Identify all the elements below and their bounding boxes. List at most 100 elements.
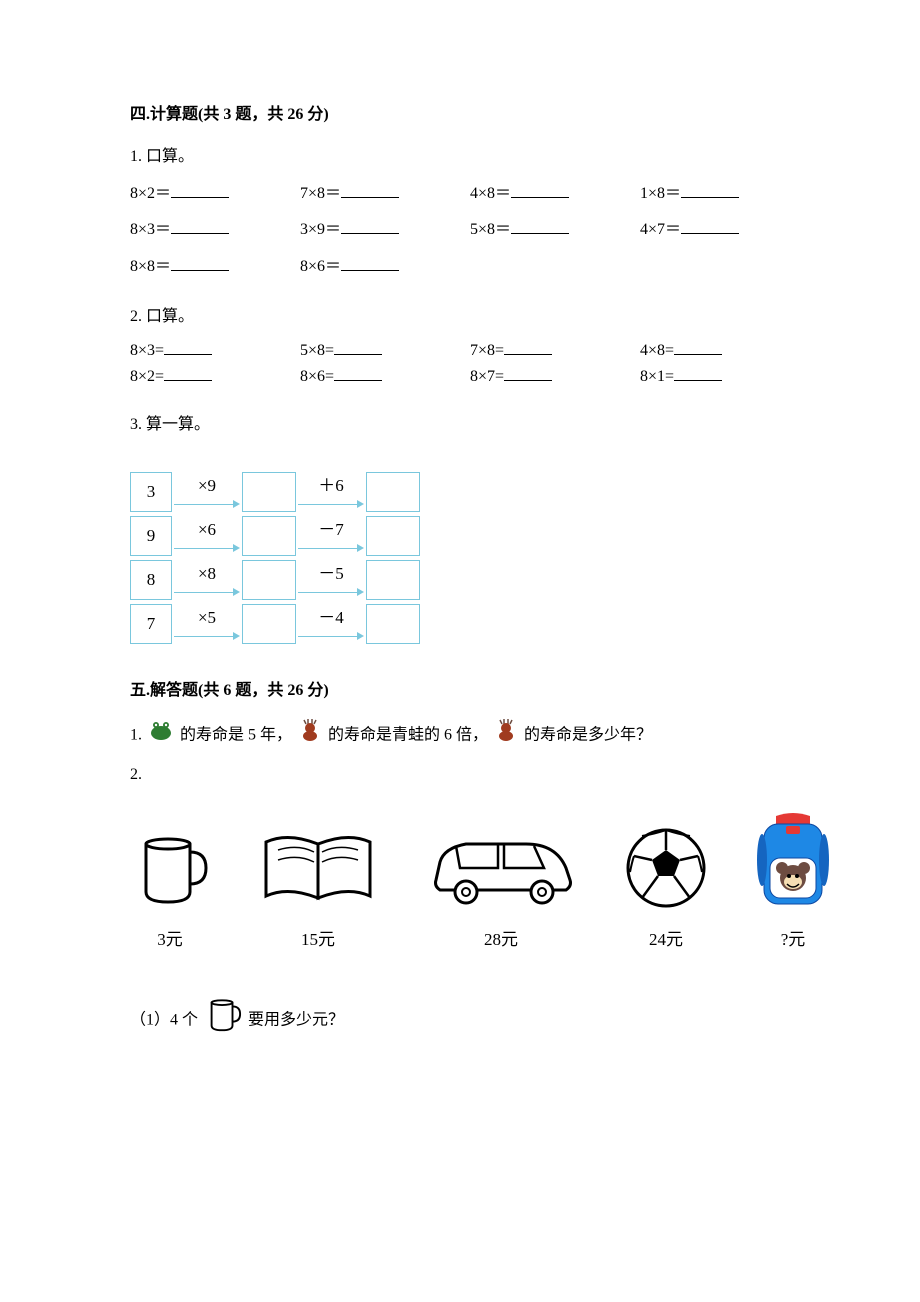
blank [511, 181, 569, 198]
blank [674, 338, 722, 355]
q2-row1: 8×3= 5×8= 7×8= 4×8= [130, 338, 790, 364]
q2-r2c3: 8×7= [470, 364, 620, 390]
q3-row-2: 9 ×6 －7 [130, 514, 790, 558]
q3-label: 3. 算一算。 [130, 410, 790, 440]
q2-r2c1-expr: 8×2= [130, 368, 164, 385]
q2-r2c3-expr: 8×7= [470, 368, 504, 385]
q3-op1-4: ×5 [198, 602, 216, 634]
q3-end-4 [366, 604, 420, 644]
section4-title: 四.计算题(共 3 题，共 26 分) [130, 100, 790, 130]
item-backpack: ?元 [756, 810, 830, 956]
q1-r1c3: 4×8＝ [470, 179, 620, 209]
q3-end-3 [366, 560, 420, 600]
q3-row-4: 7 ×5 －4 [130, 602, 790, 646]
q1-r2c3: 5×8＝ [470, 215, 620, 245]
s5-q2-sub1: （1）4 个 要用多少元？ [130, 996, 790, 1045]
blank [334, 364, 382, 381]
q2-r1c4-expr: 4×8= [640, 342, 674, 359]
cup-icon [204, 996, 242, 1045]
q1-r2c1: 8×3＝ [130, 215, 280, 245]
q3-op2-2: －7 [318, 514, 344, 546]
s5-q1-t3: 的寿命是多少年？ [524, 727, 652, 744]
q1-r2c2-expr: 3×9＝ [300, 221, 341, 238]
frog-icon [148, 719, 174, 752]
q3-op2-4: －4 [318, 602, 344, 634]
blank [164, 338, 212, 355]
q3-diagram: 3 ×9 ＋6 9 ×6 －7 8 ×8 －5 7 ×5 －4 [130, 470, 790, 646]
q1-r1c4: 1×8＝ [640, 179, 790, 209]
arrow-icon: ＋6 [296, 473, 366, 511]
s5-q1-prefix: 1. [130, 727, 142, 744]
blank [171, 217, 229, 234]
q2-label: 2. 口算。 [130, 302, 790, 332]
item-book: 15元 [258, 830, 378, 956]
item-cup: 3元 [130, 830, 210, 956]
deer-icon [298, 718, 322, 753]
q1-r1c1-expr: 8×2＝ [130, 185, 171, 202]
q3-start-3: 8 [130, 560, 172, 600]
q2-r1c1: 8×3= [130, 338, 280, 364]
blank [511, 217, 569, 234]
items-row: 3元 15元 [130, 810, 830, 956]
q2-r2c4: 8×1= [640, 364, 790, 390]
q3-start-1: 3 [130, 472, 172, 512]
q2-r2c2: 8×6= [300, 364, 450, 390]
arrow-icon: ×9 [172, 473, 242, 511]
q1-r2c4: 4×7＝ [640, 215, 790, 245]
blank [334, 338, 382, 355]
blank [674, 364, 722, 381]
arrow-icon: －5 [296, 561, 366, 599]
arrow-icon: ×5 [172, 605, 242, 643]
blank [681, 181, 739, 198]
item-car: 28元 [426, 830, 576, 956]
q1-r1c1: 8×2＝ [130, 179, 280, 209]
q1-r3c1: 8×8＝ [130, 252, 280, 282]
item-ball: 24元 [624, 826, 708, 956]
q1-row2: 8×3＝ 3×9＝ 5×8＝ 4×7＝ [130, 215, 790, 245]
price-cup: 3元 [157, 924, 183, 956]
section5-title: 五.解答题(共 6 题，共 26 分) [130, 676, 790, 706]
q1-r3c2: 8×6＝ [300, 252, 450, 282]
q2-r1c4: 4×8= [640, 338, 790, 364]
q2-r2c4-expr: 8×1= [640, 368, 674, 385]
q2-row2: 8×2= 8×6= 8×7= 8×1= [130, 364, 790, 390]
blank [504, 338, 552, 355]
q3-start-4: 7 [130, 604, 172, 644]
q3-end-1 [366, 472, 420, 512]
q1-r1c2-expr: 7×8＝ [300, 185, 341, 202]
q1-r1c3-expr: 4×8＝ [470, 185, 511, 202]
q1-r3c2-expr: 8×6＝ [300, 258, 341, 275]
blank [171, 181, 229, 198]
q3-mid-2 [242, 516, 296, 556]
arrow-icon: ×6 [172, 517, 242, 555]
blank [171, 254, 229, 271]
s5-q2-sub1-suffix: 要用多少元？ [248, 1012, 344, 1029]
q1-r2c2: 3×9＝ [300, 215, 450, 245]
s5-q2-prefix: 2. [130, 760, 790, 790]
s5-q1-t2: 的寿命是青蛙的 6 倍， [328, 727, 488, 744]
price-backpack: ?元 [781, 924, 806, 956]
q3-op2-3: －5 [318, 558, 344, 590]
q3-op1-3: ×8 [198, 558, 216, 590]
s5-q2-sub1-prefix: （1）4 个 [130, 1012, 198, 1029]
arrow-icon: ×8 [172, 561, 242, 599]
q3-end-2 [366, 516, 420, 556]
q1-r1c4-expr: 1×8＝ [640, 185, 681, 202]
price-ball: 24元 [649, 924, 683, 956]
q3-start-2: 9 [130, 516, 172, 556]
q2-r1c3-expr: 7×8= [470, 342, 504, 359]
page: 四.计算题(共 3 题，共 26 分) 1. 口算。 8×2＝ 7×8＝ 4×8… [0, 0, 920, 1112]
q3-op1-1: ×9 [198, 470, 216, 502]
q1-row3: 8×8＝ 8×6＝ [130, 252, 790, 282]
q2-r2c1: 8×2= [130, 364, 280, 390]
blank [341, 181, 399, 198]
price-book: 15元 [301, 924, 335, 956]
blank [681, 217, 739, 234]
q1-r2c4-expr: 4×7＝ [640, 221, 681, 238]
q3-mid-3 [242, 560, 296, 600]
blank [341, 217, 399, 234]
s5-q1-t1: 的寿命是 5 年， [180, 727, 292, 744]
q3-row-1: 3 ×9 ＋6 [130, 470, 790, 514]
car-icon [426, 830, 576, 910]
q3-mid-4 [242, 604, 296, 644]
